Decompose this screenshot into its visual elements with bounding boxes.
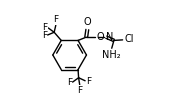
Text: Cl: Cl bbox=[125, 34, 134, 44]
Text: F: F bbox=[53, 15, 58, 24]
Text: NH₂: NH₂ bbox=[102, 50, 121, 60]
Text: F: F bbox=[42, 23, 47, 32]
Text: O: O bbox=[84, 17, 91, 27]
Text: N: N bbox=[105, 32, 113, 42]
Text: O: O bbox=[97, 32, 104, 42]
Text: F: F bbox=[77, 86, 82, 95]
Text: F: F bbox=[86, 77, 91, 86]
Text: F: F bbox=[42, 31, 47, 40]
Text: F: F bbox=[67, 78, 72, 87]
